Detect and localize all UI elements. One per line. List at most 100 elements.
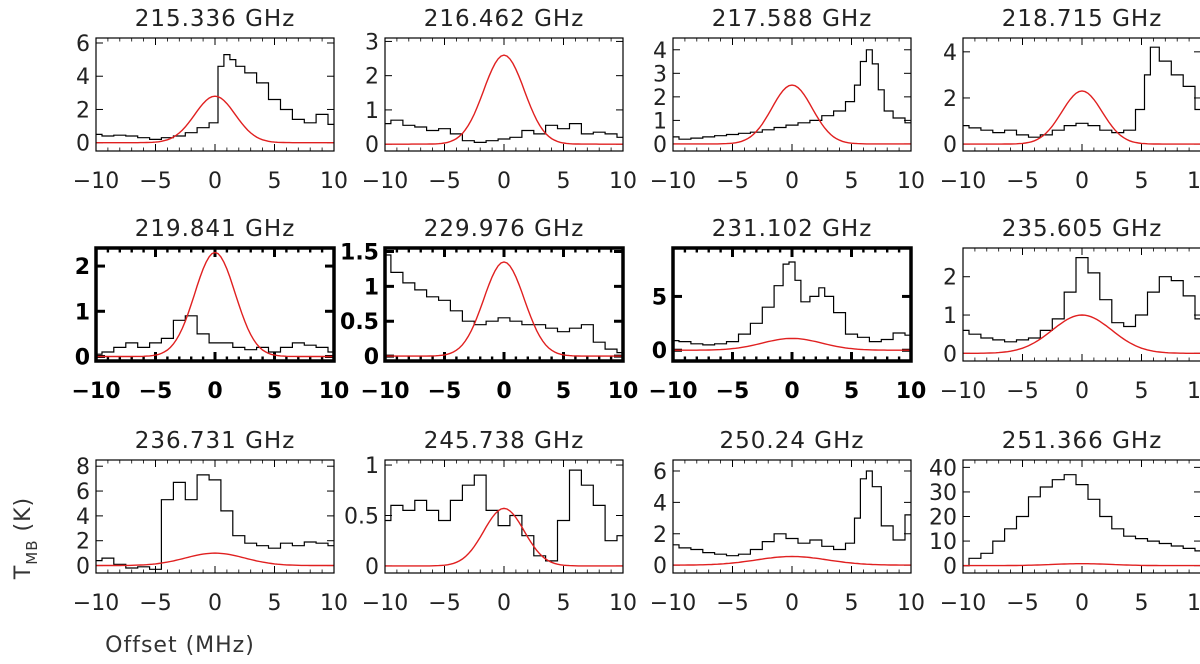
y-tick-label: 0 — [652, 339, 667, 364]
x-tick-label: 0 — [1075, 379, 1089, 404]
y-tick-label: 1 — [365, 99, 379, 124]
panel-4: 218.715 GHz −10 −5 0 5 10 0 2 4 — [940, 6, 1200, 194]
x-tick-label: 5 — [844, 379, 859, 404]
observed-series — [385, 469, 623, 562]
model-series — [385, 507, 623, 567]
panel-title: 250.24 GHz — [720, 428, 865, 454]
y-tick-label: 1 — [943, 304, 957, 329]
observed-series — [96, 315, 334, 355]
y-tick-label: 2 — [365, 65, 379, 90]
x-tick-label: −10 — [71, 379, 120, 404]
panel-frame — [383, 246, 625, 363]
model-series — [963, 314, 1200, 354]
y-tick-label: 0 — [365, 555, 379, 580]
x-tick-label: −10 — [940, 379, 986, 404]
x-tick-label: 10 — [1187, 169, 1200, 194]
model-series — [963, 563, 1200, 567]
x-tick-label: 5 — [557, 169, 571, 194]
y-tick-label: 4 — [653, 491, 667, 516]
y-tick-label: 0 — [943, 555, 957, 580]
y-axis-label-unit — [11, 531, 36, 539]
model-series — [673, 84, 911, 145]
y-tick-label: 0.5 — [344, 504, 379, 529]
observed-series — [385, 254, 623, 354]
x-tick-label: −5 — [716, 591, 748, 616]
y-tick-label: 0 — [75, 345, 90, 370]
x-tick-label: 0 — [785, 591, 799, 616]
x-tick-label: 10 — [1187, 591, 1200, 616]
x-tick-label: 5 — [1135, 169, 1149, 194]
x-tick-label: −10 — [650, 169, 696, 194]
x-tick-label: −5 — [139, 591, 171, 616]
x-tick-label: 10 — [897, 169, 925, 194]
y-tick-label: 0 — [364, 345, 379, 370]
x-tick-label: 0 — [208, 169, 222, 194]
x-tick-label: 0 — [497, 169, 511, 194]
y-tick-label: 4 — [76, 505, 90, 530]
panel-frame — [962, 37, 1200, 152]
x-tick-label: 5 — [1135, 379, 1149, 404]
x-tick-label: 0 — [1075, 591, 1089, 616]
x-tick-label: 5 — [557, 591, 571, 616]
x-tick-label: 0 — [1075, 169, 1089, 194]
x-tick-label: −5 — [1006, 169, 1038, 194]
panel-frame — [672, 459, 912, 574]
panel-frame — [962, 459, 1200, 574]
observed-series — [96, 474, 334, 570]
y-tick-label: 2 — [75, 255, 90, 280]
observed-series — [96, 54, 334, 140]
y-tick-label: 1 — [75, 300, 90, 325]
panel-frame — [95, 459, 335, 574]
x-tick-label: 5 — [268, 591, 282, 616]
panel-6: 229.976 GHz −10 −5 0 5 10 0 0.5 1 1.5 — [340, 216, 638, 404]
x-tick-label: 0 — [497, 591, 511, 616]
y-tick-label: 2 — [943, 266, 957, 291]
x-tick-label: −5 — [428, 591, 460, 616]
y-tick-label: 1.5 — [340, 240, 379, 265]
y-tick-label: 0 — [943, 133, 957, 158]
x-tick-label: −10 — [73, 169, 119, 194]
x-tick-label: 10 — [609, 169, 637, 194]
y-tick-label: 3 — [365, 30, 379, 55]
y-tick-label: 0 — [653, 133, 667, 158]
panel-title: 219.841 GHz — [135, 216, 296, 242]
x-tick-label: −10 — [940, 169, 986, 194]
x-tick-label: −5 — [1006, 591, 1038, 616]
x-tick-label: 5 — [267, 379, 282, 404]
panel-frame — [672, 37, 912, 152]
x-tick-label: 0 — [785, 169, 799, 194]
x-axis-label: Offset (MHz) — [105, 633, 255, 658]
y-tick-label: 8 — [76, 455, 90, 480]
y-tick-label: 20 — [929, 506, 957, 531]
x-tick-label: −10 — [73, 591, 119, 616]
y-tick-label: 2 — [76, 98, 90, 123]
x-tick-label: 0 — [496, 379, 511, 404]
panel-title: 251.366 GHz — [1002, 428, 1163, 454]
model-series — [385, 54, 623, 145]
y-tick-label: 0 — [653, 554, 667, 579]
x-tick-label: −5 — [139, 379, 173, 404]
y-tick-label: 2 — [76, 530, 90, 555]
y-tick-label: 1 — [365, 454, 379, 479]
x-tick-label: 5 — [556, 379, 571, 404]
y-tick-label: 0 — [76, 132, 90, 157]
y-tick-label: 0 — [943, 342, 957, 367]
x-tick-label: 10 — [608, 379, 639, 404]
x-tick-label: −5 — [716, 379, 750, 404]
model-series — [963, 90, 1200, 145]
y-tick-label: 0 — [76, 555, 90, 580]
y-tick-label: 0.5 — [340, 310, 379, 335]
observed-series — [963, 46, 1200, 138]
y-tick-label: 6 — [76, 32, 90, 57]
x-tick-label: 10 — [320, 591, 348, 616]
x-tick-label: 10 — [1187, 379, 1200, 404]
panel-5: 219.841 GHz −10 −5 0 5 10 0 1 2 — [71, 216, 349, 404]
x-tick-label: −5 — [1006, 379, 1038, 404]
panel-title: 231.102 GHz — [712, 216, 873, 242]
x-tick-label: 10 — [609, 591, 637, 616]
y-axis-label-subscript: MB — [23, 539, 41, 564]
panel-12: 251.366 GHz−10−50510010203040 — [929, 428, 1200, 616]
panel-title: 215.336 GHz — [135, 6, 296, 32]
y-tick-label: 1 — [653, 109, 667, 134]
